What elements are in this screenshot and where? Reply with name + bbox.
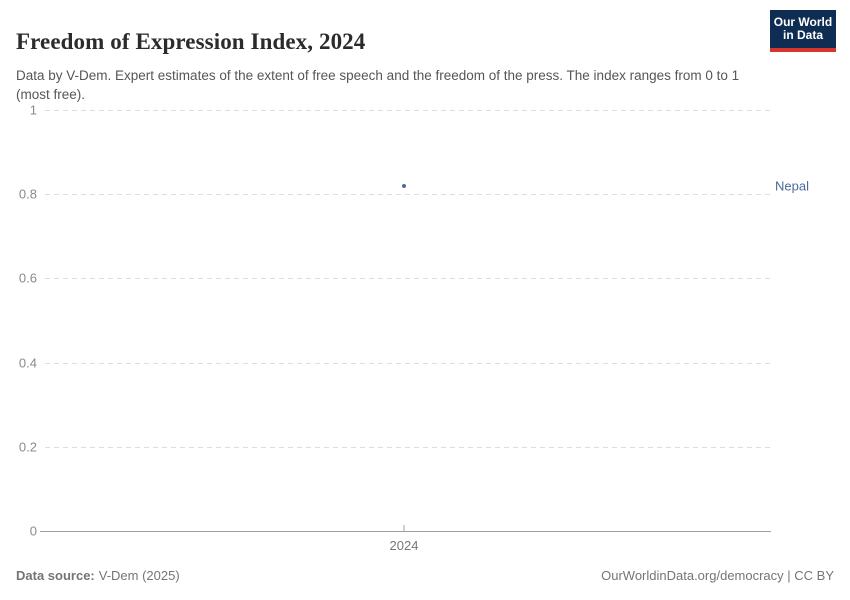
- gridline: [45, 110, 770, 111]
- x-axis-line: [40, 531, 771, 532]
- page-title: Freedom of Expression Index, 2024: [16, 29, 366, 55]
- owid-logo-line2: in Data: [782, 28, 823, 42]
- data-source-note: Data source: V-Dem (2025): [16, 568, 180, 583]
- data-source-value: V-Dem (2025): [98, 568, 180, 583]
- y-axis-tick-label: 0.4: [18, 355, 37, 371]
- owid-logo-line1: Our World: [773, 14, 833, 29]
- owid-logo[interactable]: Our World in Data: [770, 10, 836, 52]
- chart-subtitle: Data by V-Dem. Expert estimates of the e…: [16, 67, 740, 102]
- gridline: [45, 446, 770, 448]
- gridline: [45, 194, 770, 196]
- y-axis-tick-label: 0.6: [18, 270, 37, 286]
- gridline: [45, 362, 770, 364]
- x-axis-tick-label: 2024: [389, 538, 419, 553]
- entity-label-nepal[interactable]: Nepal: [775, 178, 809, 194]
- gridline: [45, 278, 770, 280]
- y-axis-tick-label: 1: [29, 102, 37, 118]
- y-axis-tick-label: 0.8: [18, 186, 37, 202]
- credit-link[interactable]: OurWorldinData.org/democracy | CC BY: [601, 568, 834, 583]
- chart-footer: Data source: V-Dem (2025) OurWorldinData.…: [16, 568, 834, 583]
- y-axis-tick-label: 0.2: [18, 439, 37, 455]
- data-source-label: Data source:: [16, 568, 95, 583]
- data-point-nepal[interactable]: [402, 183, 406, 188]
- x-axis-tick: [403, 525, 405, 531]
- y-axis-tick-label: 0: [29, 523, 37, 539]
